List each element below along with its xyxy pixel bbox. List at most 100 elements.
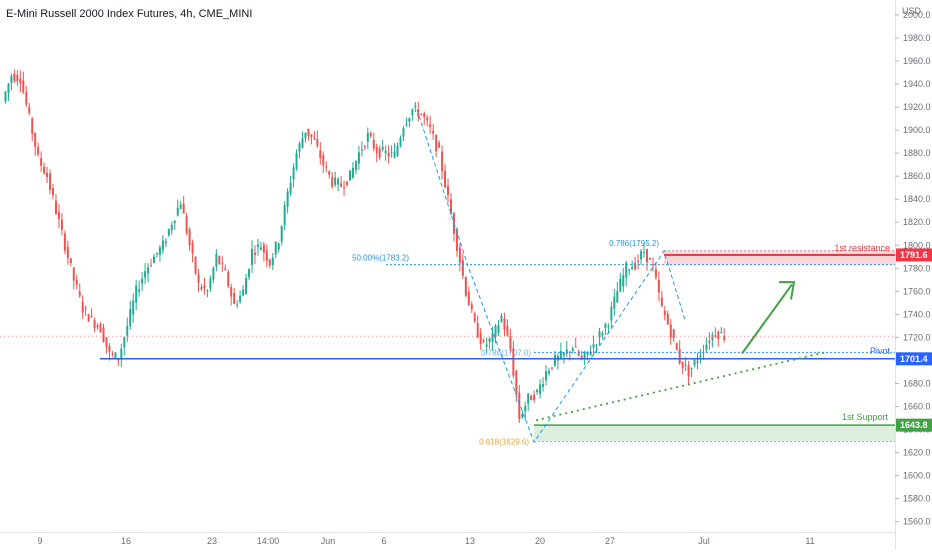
- candle-body: [467, 291, 470, 306]
- candle-body: [328, 171, 331, 175]
- candle-body: [657, 279, 660, 293]
- candle-body: [66, 246, 69, 259]
- candle-body: [634, 263, 637, 269]
- price-tag-resistance-text: 1791.6: [900, 250, 928, 260]
- candle-body: [126, 325, 129, 336]
- candle-body: [206, 290, 209, 292]
- candle-body: [96, 325, 99, 328]
- candle-body: [111, 353, 114, 355]
- candle-body: [224, 268, 227, 270]
- candle-body: [135, 285, 138, 303]
- candle-body: [105, 337, 108, 347]
- candle-body: [52, 188, 55, 196]
- y-tick-label: 1960.0: [903, 56, 931, 66]
- candle-body: [7, 83, 10, 93]
- candle-body: [631, 267, 634, 270]
- candle-body: [22, 80, 25, 93]
- candle-body: [40, 158, 43, 166]
- y-tick-label: 1600.0: [903, 471, 931, 481]
- candle-body: [248, 269, 251, 278]
- candle-body: [331, 176, 334, 187]
- candle-body: [322, 154, 325, 166]
- candle-body: [150, 265, 153, 267]
- candle-body: [628, 269, 631, 271]
- candle-body: [102, 327, 105, 342]
- candle-body: [286, 191, 289, 207]
- candle-body: [298, 143, 301, 152]
- candle-body: [93, 320, 96, 328]
- candle-body: [37, 146, 40, 155]
- candle-body: [90, 316, 93, 318]
- candle-body: [643, 251, 646, 253]
- candle-body: [530, 395, 533, 401]
- candle-body: [262, 244, 265, 253]
- candle-body: [129, 308, 132, 327]
- resistance-label: 1st resistance: [834, 243, 890, 253]
- y-tick-label: 1940.0: [903, 79, 931, 89]
- candle-body: [571, 348, 574, 351]
- candle-body: [423, 113, 426, 118]
- candle-body: [292, 167, 295, 180]
- fib-label-786-top: 0.786(1795.2): [609, 239, 659, 248]
- y-tick-label: 1580.0: [903, 494, 931, 504]
- price-tag-support-text: 1643.8: [900, 420, 928, 430]
- candle-body: [441, 151, 444, 172]
- candle-body: [4, 91, 7, 102]
- candle-body: [10, 75, 13, 84]
- candle-body: [337, 179, 340, 185]
- x-tick-label: 9: [37, 536, 42, 546]
- candle-body: [476, 323, 479, 338]
- candle-body: [666, 314, 669, 325]
- candle-body: [586, 351, 589, 355]
- candle-body: [167, 229, 170, 236]
- candle-body: [402, 128, 405, 137]
- candle-body: [191, 243, 194, 254]
- bullish-arrow-shaft: [741, 283, 793, 355]
- candle-body: [542, 384, 545, 388]
- candle-body: [720, 332, 723, 334]
- candle-body: [553, 355, 556, 366]
- y-tick-label: 2000.0: [903, 10, 931, 20]
- candle-body: [693, 359, 696, 365]
- x-tick-label: Jul: [698, 536, 710, 546]
- candle-body: [239, 295, 242, 303]
- candle-body: [81, 301, 84, 313]
- candle-body: [414, 105, 417, 108]
- candle-body: [408, 118, 411, 122]
- y-tick-label: 1560.0: [903, 517, 931, 527]
- candle-body: [536, 389, 539, 392]
- candle-body: [304, 132, 307, 139]
- candle-body: [236, 304, 239, 306]
- candle-body: [562, 352, 565, 356]
- candle-body: [87, 314, 90, 322]
- candle-body: [245, 278, 248, 295]
- candle-body: [253, 252, 256, 255]
- candle-body: [473, 313, 476, 322]
- candle-body: [363, 146, 366, 148]
- candle-body: [547, 371, 550, 374]
- price-tag-resistance: 1791.6: [896, 248, 932, 262]
- plot-area: [0, 0, 895, 532]
- candle-body: [527, 393, 530, 404]
- candle-body: [500, 315, 503, 322]
- candle-body: [723, 336, 726, 340]
- candle-body: [57, 212, 60, 220]
- y-tick-label: 1620.0: [903, 448, 931, 458]
- candle-body: [46, 173, 49, 178]
- candle-body: [568, 351, 571, 353]
- candle-body: [307, 128, 310, 137]
- candle-body: [117, 358, 120, 361]
- candle-body: [396, 145, 399, 156]
- candle-body: [141, 278, 144, 284]
- candle-body: [577, 351, 580, 356]
- candle-body: [438, 142, 441, 148]
- candle-body: [366, 132, 369, 142]
- candle-body: [399, 137, 402, 146]
- candle-body: [158, 247, 161, 255]
- candle-body: [616, 291, 619, 303]
- candle-body: [123, 337, 126, 348]
- candle-body: [604, 323, 607, 328]
- candle-body: [648, 258, 651, 260]
- candle-body: [654, 269, 657, 278]
- candle-body: [369, 133, 372, 137]
